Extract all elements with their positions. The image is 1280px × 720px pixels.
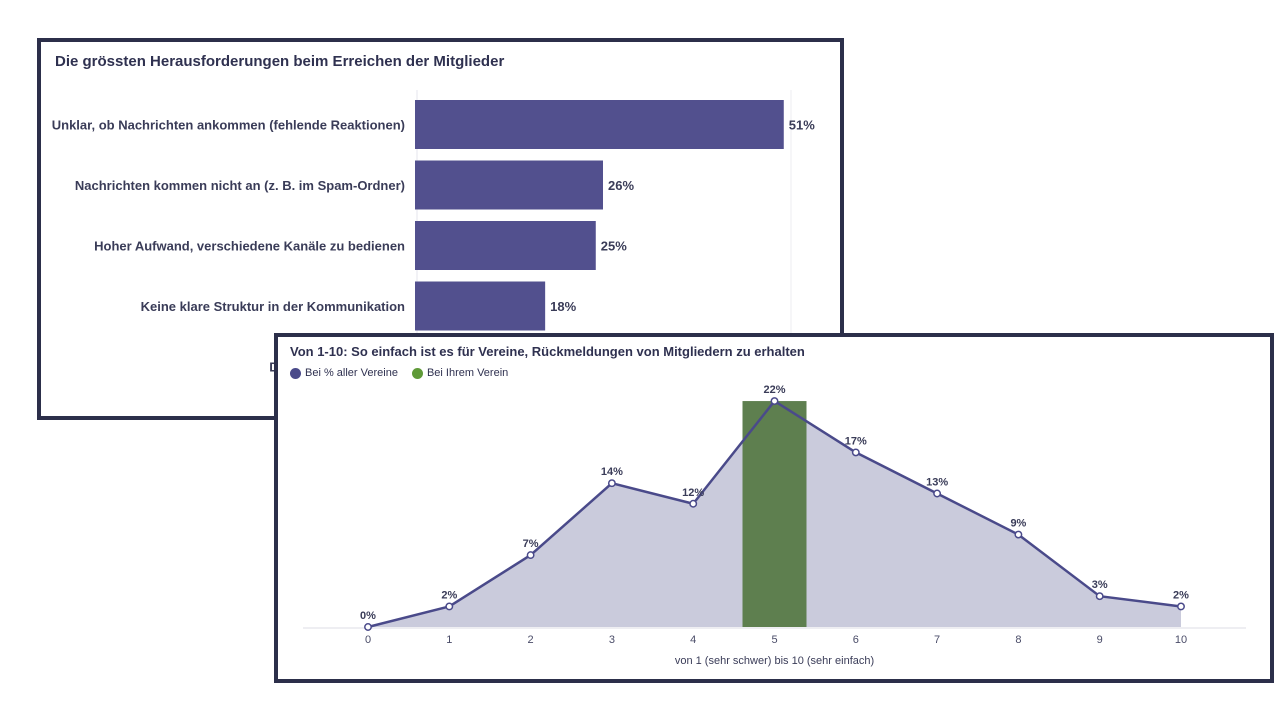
- data-point: [526, 551, 535, 560]
- feedback-chart-title: Von 1-10: So einfach ist es für Vereine,…: [290, 344, 805, 359]
- bar: [415, 281, 546, 331]
- point-value-label: 0%: [360, 610, 376, 622]
- data-point: [689, 499, 698, 508]
- x-tick-label: 8: [1015, 634, 1021, 646]
- data-point: [607, 479, 616, 488]
- challenges-chart-title: Die grössten Herausforderungen beim Erre…: [55, 53, 505, 70]
- data-point: [1177, 602, 1185, 611]
- x-tick-label: 1: [446, 634, 452, 646]
- x-tick-label: 5: [771, 634, 777, 646]
- data-point: [770, 397, 779, 406]
- legend-dot-all-clubs: [290, 367, 301, 379]
- point-value-label: 12%: [682, 487, 704, 499]
- x-tick-label: 10: [1175, 634, 1187, 646]
- point-value-label: 2%: [441, 589, 457, 601]
- data-point: [1014, 530, 1023, 539]
- legend-dot-your-club: [411, 367, 423, 379]
- x-tick-label: 3: [609, 634, 615, 646]
- feedback-area-chart: 0%02%17%214%312%422%517%613%79%83%92%10v…: [303, 384, 1246, 667]
- x-tick-label: 0: [365, 634, 371, 646]
- point-value-label: 17%: [845, 435, 867, 447]
- x-tick-label: 7: [934, 634, 940, 646]
- data-point: [364, 623, 372, 631]
- point-value-label: 3%: [1092, 579, 1108, 591]
- point-value-label: 22%: [763, 384, 785, 396]
- point-value-label: 2%: [1173, 589, 1189, 601]
- legend-item-all-clubs[interactable]: Bei % aller Vereine: [290, 367, 398, 379]
- highlight-bar: [742, 401, 807, 627]
- x-tick-label: 6: [853, 634, 859, 646]
- challenges-bar-chart: Unklar, ob Nachrichten ankommen (fehlend…: [52, 90, 815, 416]
- legend-item-your-club[interactable]: Bei Ihrem Verein: [411, 367, 509, 379]
- bar: [415, 160, 603, 210]
- bar-value-label: 51%: [789, 118, 815, 133]
- category-label: Hoher Aufwand, verschiedene Kanäle zu be…: [94, 239, 405, 254]
- bar-value-label: 25%: [601, 239, 627, 254]
- bar: [415, 100, 784, 149]
- data-point: [851, 448, 860, 457]
- x-tick-label: 9: [1097, 634, 1103, 646]
- data-point: [933, 489, 942, 498]
- feedback-chart-panel: Von 1-10: So einfach ist es für Vereine,…: [274, 333, 1274, 683]
- x-tick-label: 4: [690, 634, 696, 646]
- bar-value-label: 26%: [608, 178, 634, 193]
- legend-label-your-club: Bei Ihrem Verein: [426, 367, 509, 379]
- x-axis-title: von 1 (sehr schwer) bis 10 (sehr einfach…: [675, 655, 874, 667]
- category-label: Nachrichten kommen nicht an (z. B. im Sp…: [75, 178, 405, 193]
- bar-value-label: 18%: [550, 299, 576, 314]
- point-value-label: 14%: [601, 466, 623, 478]
- point-value-label: 7%: [523, 538, 539, 550]
- data-point: [1095, 592, 1104, 601]
- data-point: [445, 602, 454, 611]
- category-label: Unklar, ob Nachrichten ankommen (fehlend…: [52, 118, 405, 133]
- chart-legend: Bei % aller Vereine Bei Ihrem Verein: [290, 367, 508, 379]
- point-value-label: 13%: [926, 476, 948, 488]
- legend-label-all-clubs: Bei % aller Vereine: [305, 367, 398, 379]
- category-label: Keine klare Struktur in der Kommunikatio…: [141, 299, 405, 314]
- point-value-label: 9%: [1010, 518, 1026, 530]
- bar: [415, 221, 596, 270]
- x-tick-label: 2: [528, 634, 534, 646]
